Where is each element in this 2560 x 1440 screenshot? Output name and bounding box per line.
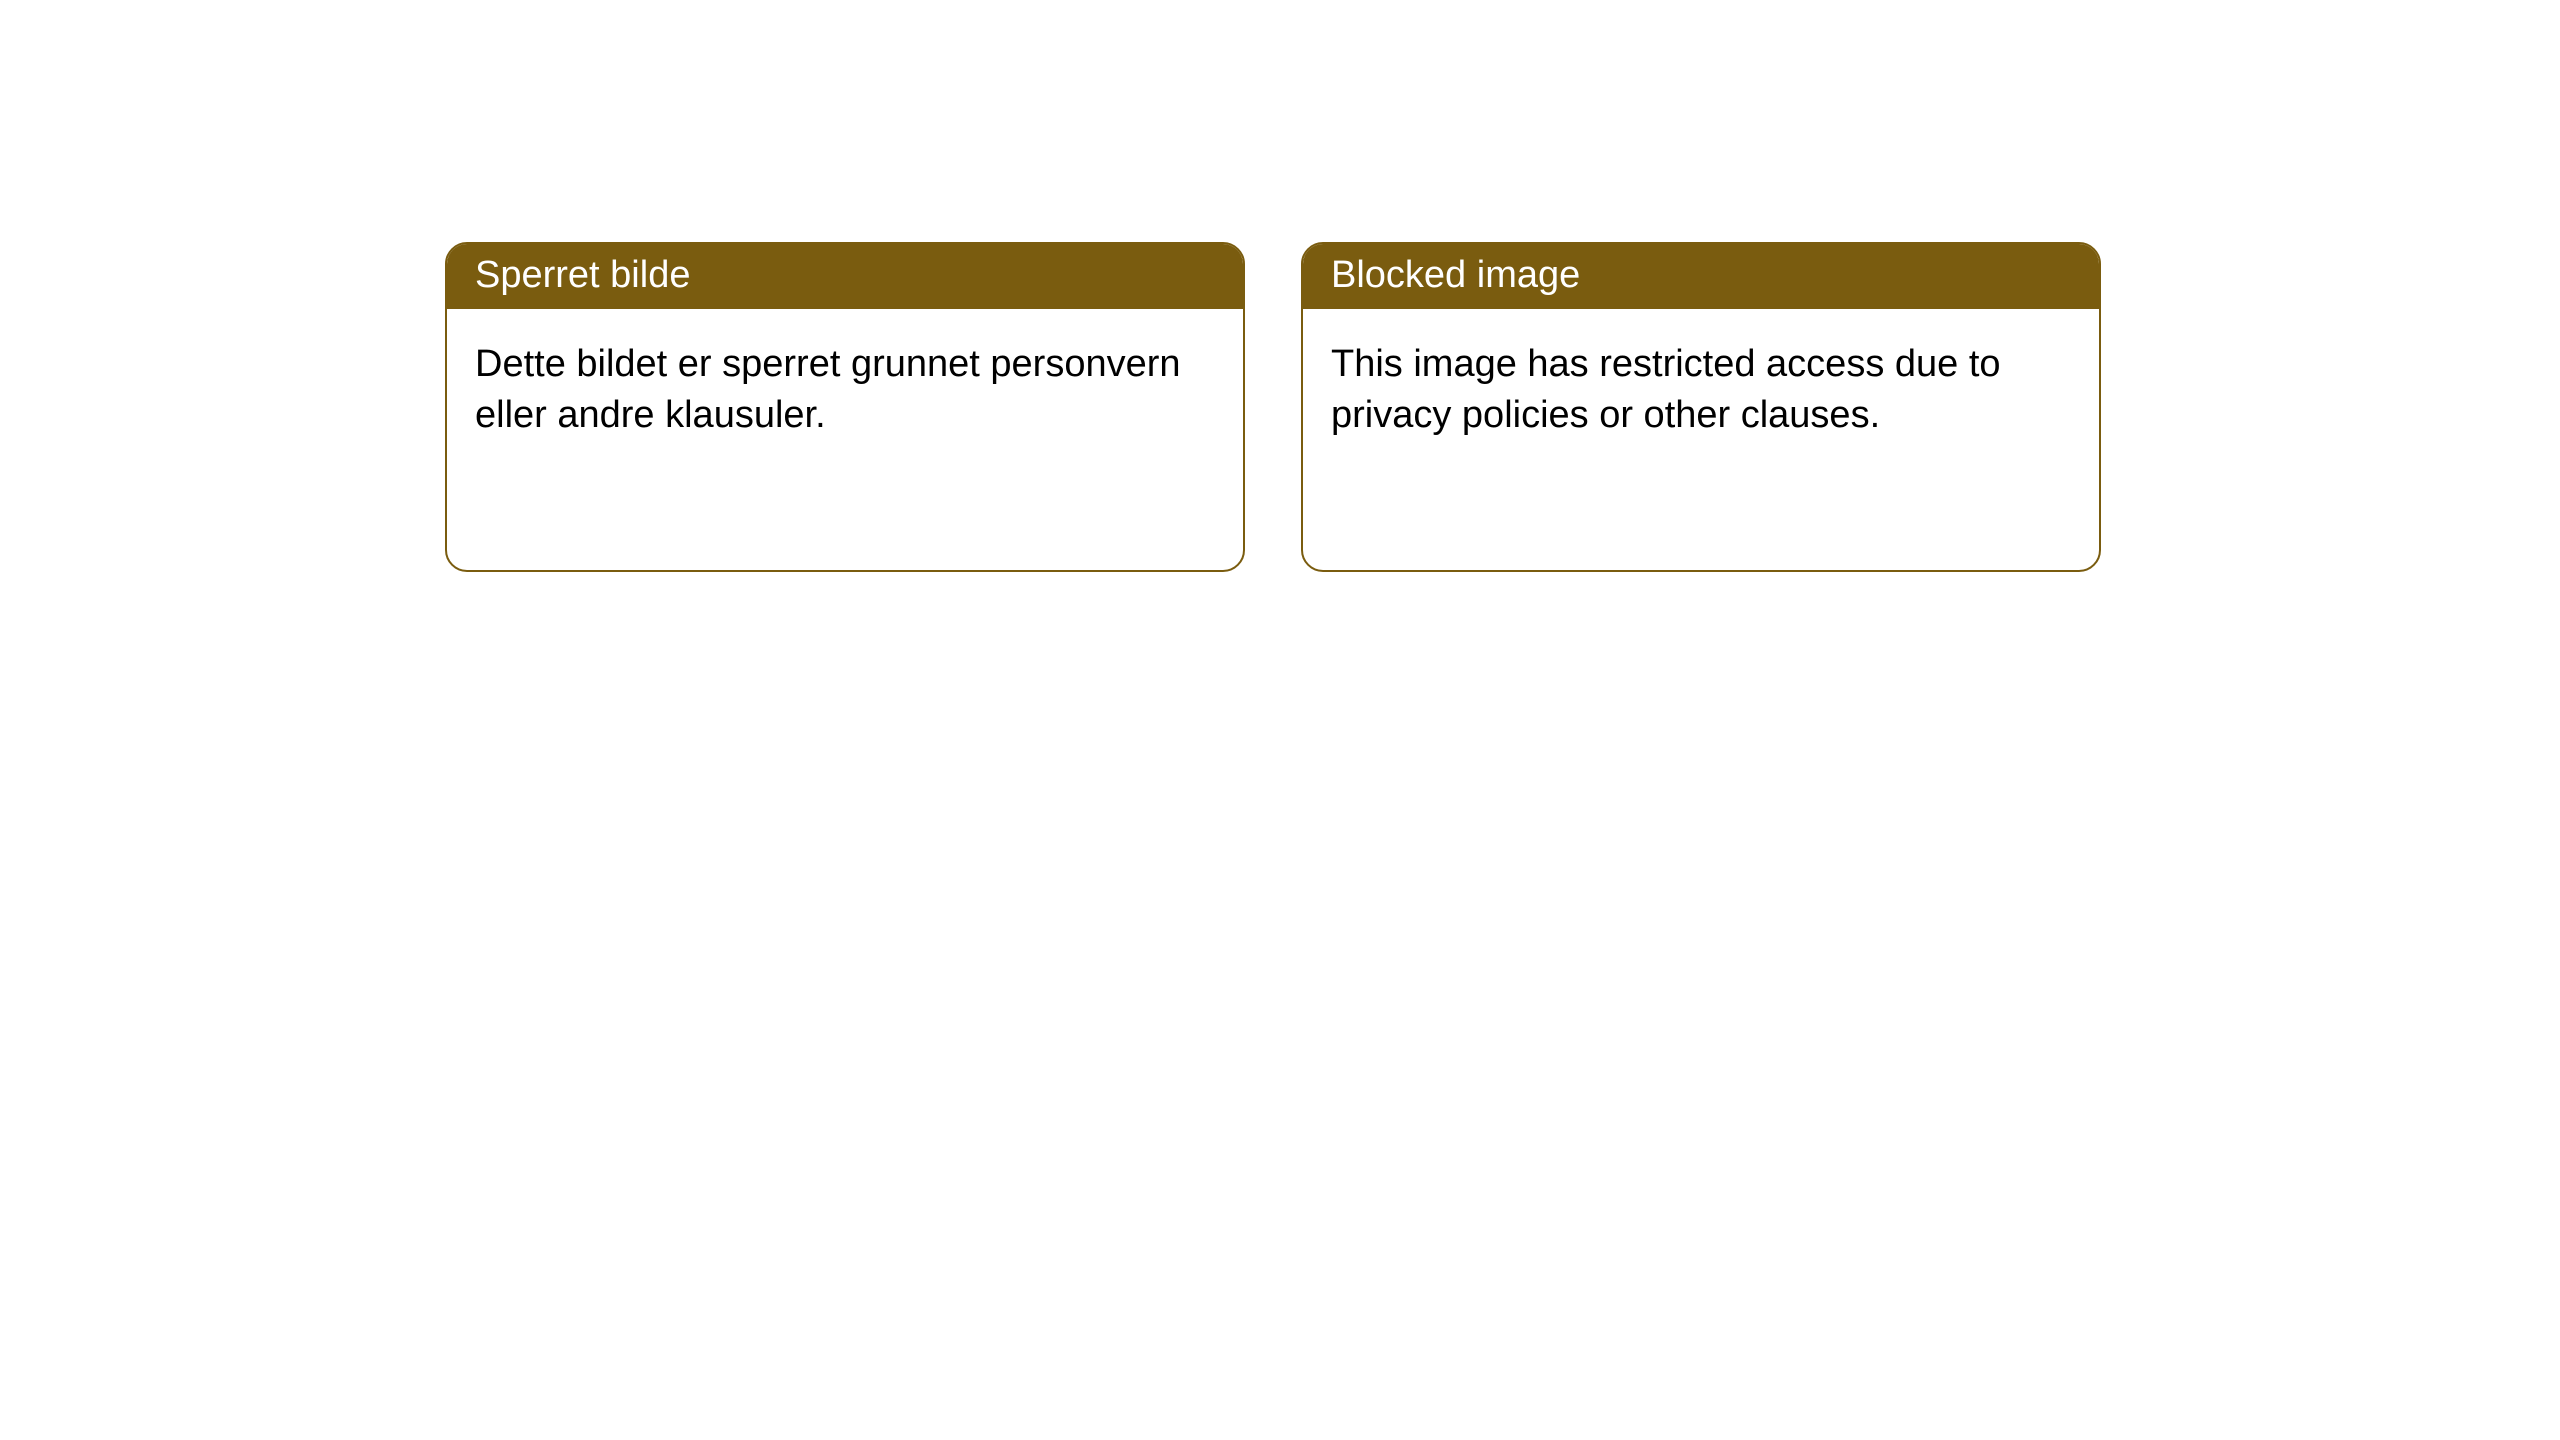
notice-header: Blocked image [1303, 244, 2099, 309]
notice-card-english: Blocked image This image has restricted … [1301, 242, 2101, 572]
notice-container: Sperret bilde Dette bildet er sperret gr… [0, 0, 2560, 572]
notice-body: This image has restricted access due to … [1303, 309, 2099, 472]
notice-header: Sperret bilde [447, 244, 1243, 309]
notice-card-norwegian: Sperret bilde Dette bildet er sperret gr… [445, 242, 1245, 572]
notice-body: Dette bildet er sperret grunnet personve… [447, 309, 1243, 472]
